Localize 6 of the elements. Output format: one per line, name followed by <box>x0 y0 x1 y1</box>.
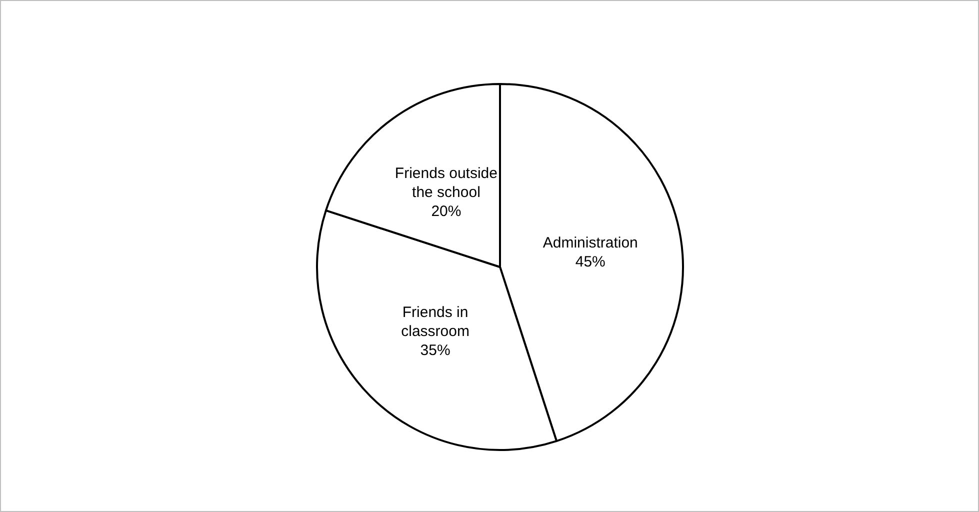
slice-label: Friends outside the school <box>394 165 498 202</box>
data-label: 35% <box>420 342 450 359</box>
slice-label: Administration <box>542 234 638 252</box>
data-label: 45% <box>575 253 606 270</box>
data-label: 20% <box>431 203 462 220</box>
slice-label: Friends in classroom <box>401 304 470 340</box>
